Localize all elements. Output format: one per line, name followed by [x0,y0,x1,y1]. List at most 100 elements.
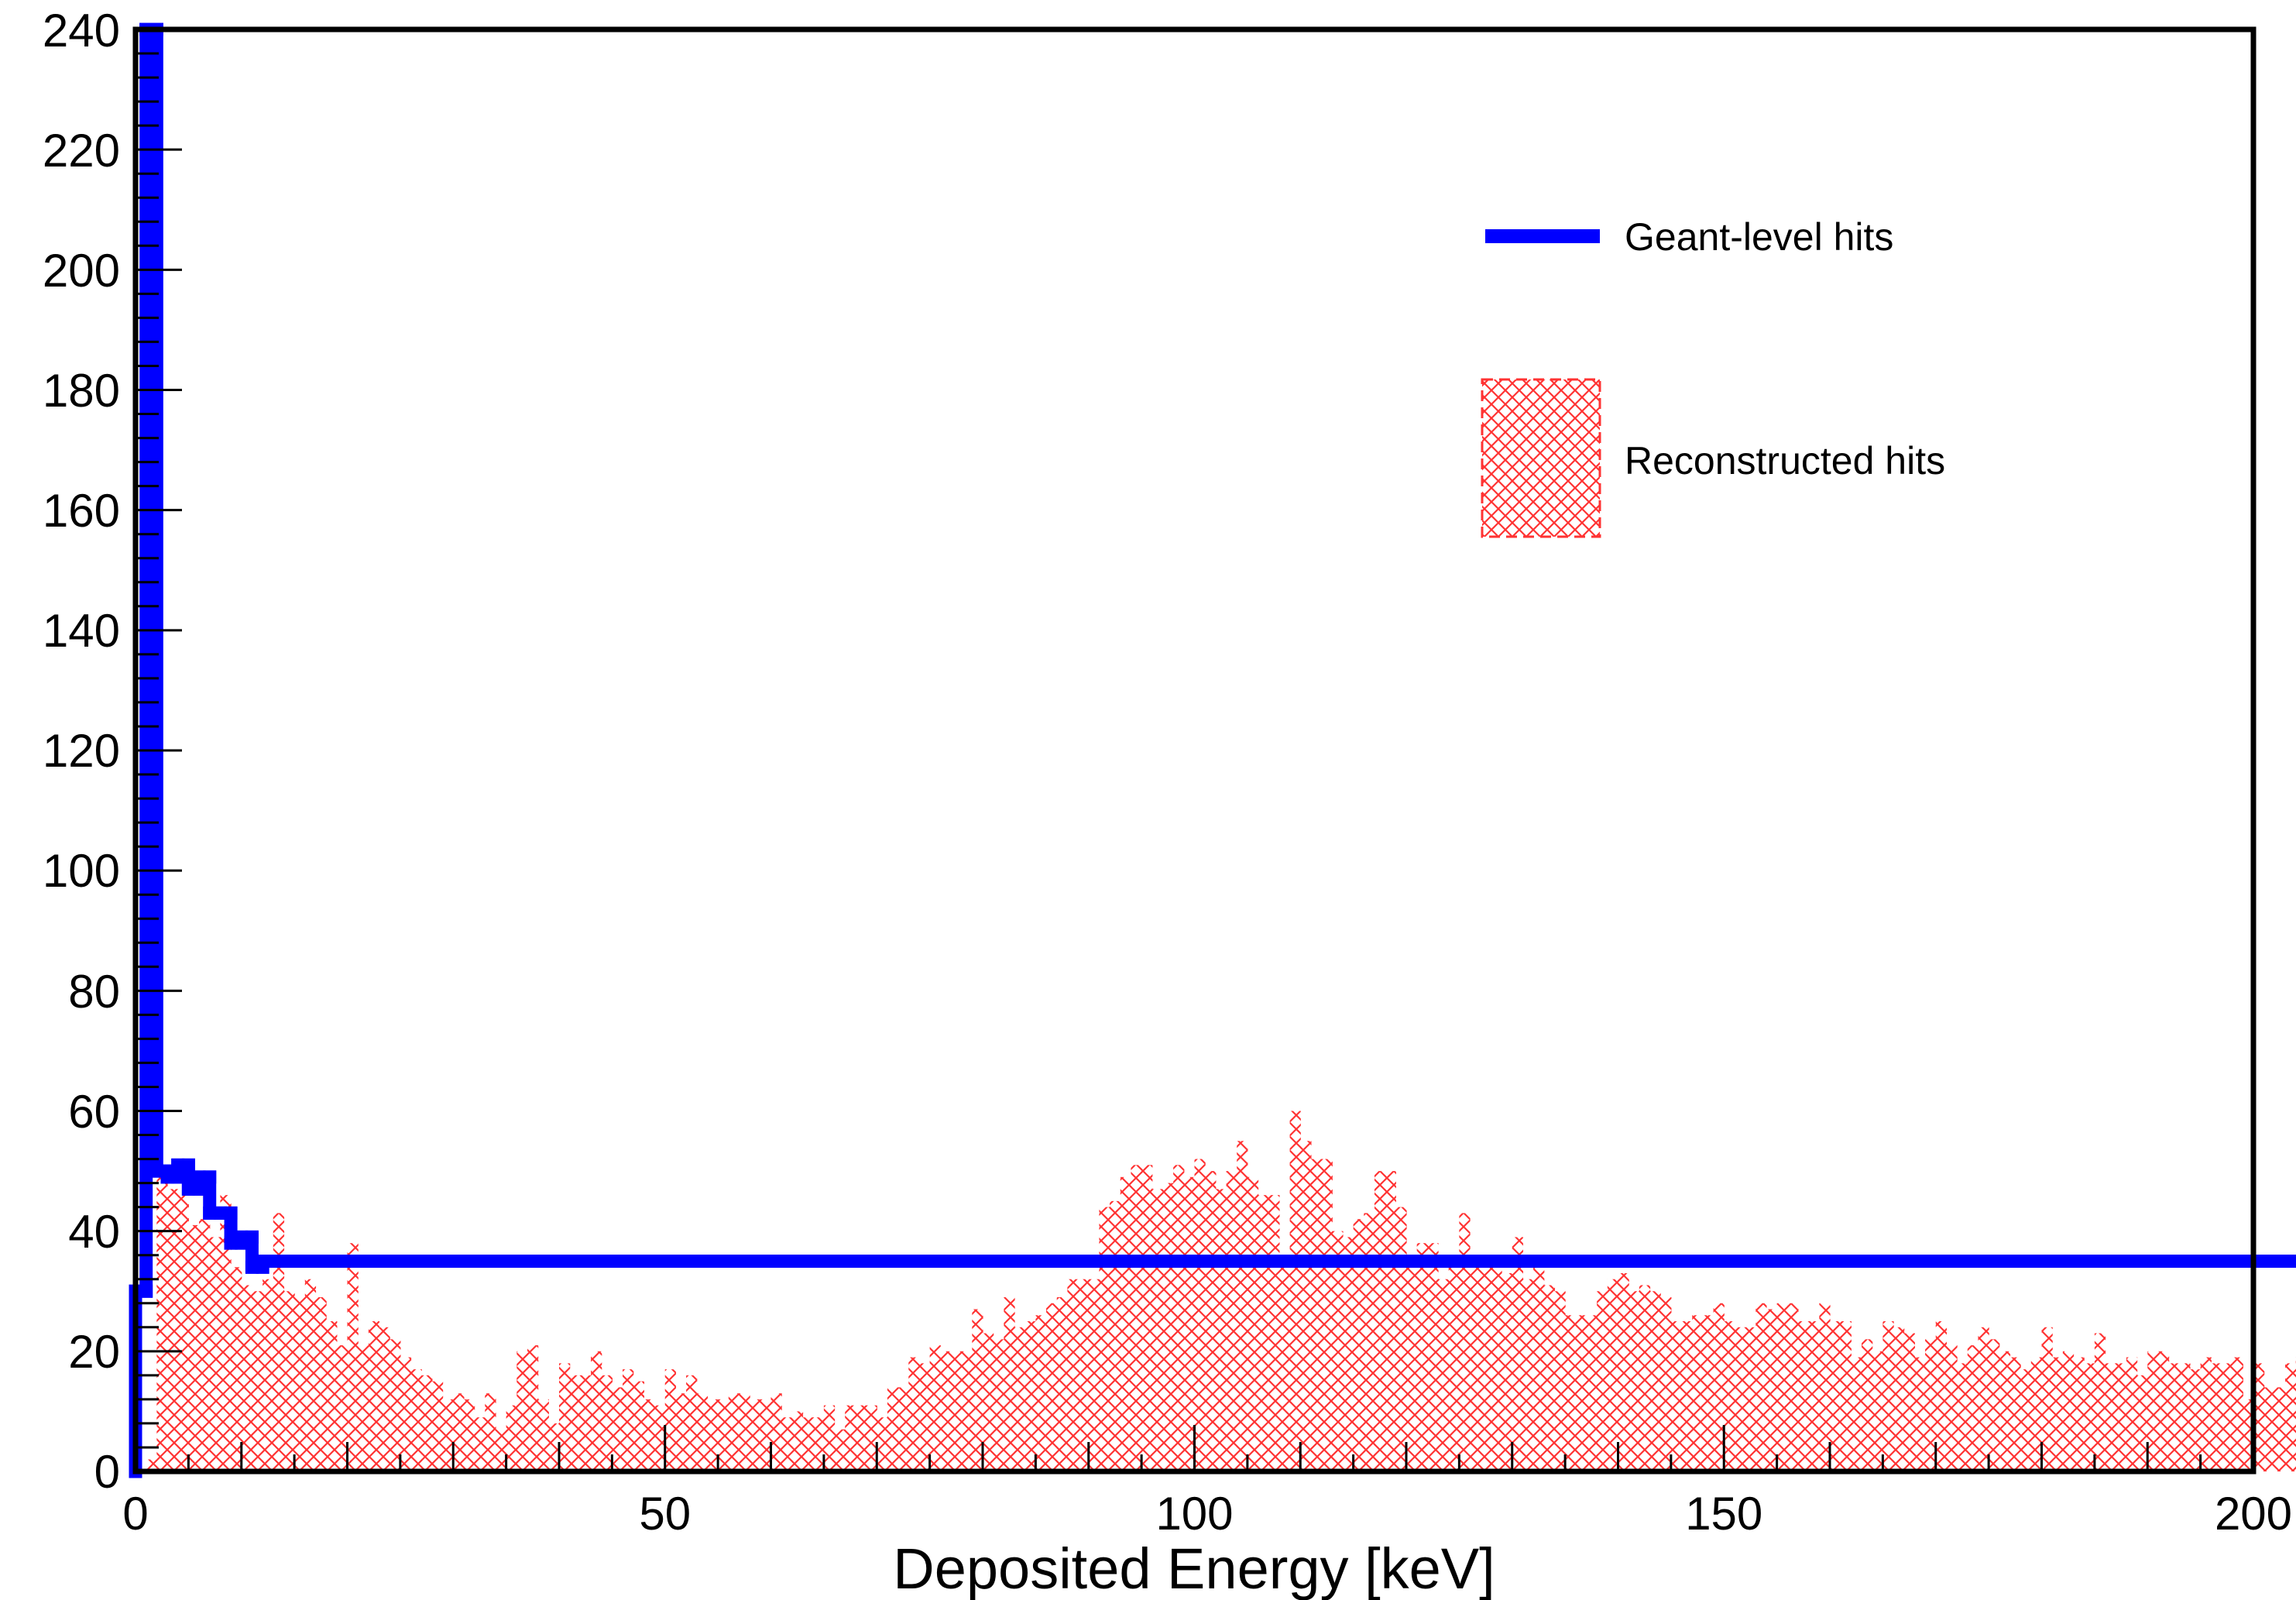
reconstructed-bin-109 [1289,1111,1301,1471]
y-tick-label-140: 140 [43,605,120,657]
reconstructed-bin-150 [1724,1321,1735,1471]
reconstructed-bin-181 [2052,1357,2064,1471]
reconstructed-bin-172 [1957,1363,1968,1471]
reconstructed-bin-145 [1670,1321,1683,1471]
reconstructed-bin-42 [580,1375,592,1471]
reconstructed-bin-118 [1385,1171,1396,1471]
reconstructed-bin-94 [1131,1165,1142,1471]
reconstructed-bin-139 [1607,1279,1619,1471]
reconstructed-bin-140 [1618,1272,1629,1471]
x-axis-ticks [134,1425,2255,1471]
reconstructed-bin-163 [1862,1339,1873,1471]
reconstructed-bin-27 [421,1375,433,1471]
reconstructed-bin-98 [1173,1165,1185,1471]
reconstructed-bin-124 [1448,1267,1460,1471]
reconstructed-bin-59 [760,1399,772,1471]
x-tick-label-150: 150 [1685,1488,1762,1540]
reconstructed-bin-82 [1004,1297,1015,1471]
reconstructed-bin-35 [506,1405,517,1471]
reconstructed-bin-57 [739,1393,750,1471]
reconstructed-bin-131 [1522,1279,1534,1471]
y-tick-label-160: 160 [43,485,120,537]
reconstructed-bin-88 [1067,1279,1079,1471]
reconstructed-bin-169 [1925,1339,1937,1471]
reconstructed-bin-38 [537,1399,549,1471]
reconstructed-bin-72 [897,1387,909,1471]
reconstructed-bin-132 [1533,1267,1545,1471]
reconstructed-bin-83 [1014,1327,1026,1471]
reconstructed-bin-71 [887,1387,899,1471]
y-tick-label-100: 100 [43,845,120,897]
reconstructed-bin-89 [1078,1279,1090,1471]
reconstructed-bin-123 [1438,1279,1450,1471]
reconstructed-bin-34 [495,1429,507,1471]
reconstructed-bin-108 [1278,1255,1291,1471]
reconstructed-bin-173 [1967,1345,1979,1471]
reconstructed-bin-101 [1205,1171,1217,1471]
reconstructed-bin-54 [707,1399,719,1471]
reconstructed-bin-202 [2274,1387,2286,1471]
reconstructed-bin-186 [2105,1363,2116,1471]
reconstructed-bin-138 [1597,1291,1608,1471]
reconstructed-bin-18 [326,1321,338,1471]
reconstructed-bin-192 [2168,1363,2180,1471]
reconstructed-bin-200 [2253,1363,2265,1471]
x-axis-title: Deposited Energy [keV] [893,1536,1495,1600]
reconstructed-bin-134 [1554,1291,1566,1471]
reconstructed-bin-37 [527,1345,539,1471]
reconstructed-bin-81 [993,1339,1004,1471]
reconstructed-bin-29 [442,1399,454,1471]
reconstructed-bin-62 [791,1411,804,1471]
reconstructed-bin-162 [1851,1357,1862,1471]
reconstructed-bin-126 [1470,1255,1481,1471]
reconstructed-bin-130 [1512,1237,1524,1471]
reconstructed-bin-176 [1999,1351,2011,1471]
reconstructed-bin-15 [294,1297,306,1471]
reconstructed-bin-24 [390,1339,401,1471]
reconstructed-bin-99 [1183,1176,1196,1471]
reconstructed-bin-70 [877,1417,888,1471]
reconstructed-bin-25 [400,1357,412,1471]
reconstructed-bin-4 [177,1195,189,1471]
reconstructed-bin-183 [2073,1357,2085,1471]
reconstructed-bin-157 [1797,1321,1810,1471]
reconstructed-bin-19 [336,1345,348,1471]
reconstructed-bin-128 [1491,1261,1502,1471]
legend: Geant-level hits Reconstructed hits [1481,215,1945,538]
reconstructed-bin-102 [1215,1189,1227,1471]
reconstructed-bin-84 [1024,1321,1036,1471]
x-tick-label-0: 0 [122,1488,148,1540]
reconstructed-bin-48 [643,1399,655,1471]
reconstructed-bin-66 [834,1429,846,1471]
y-tick-label-120: 120 [43,725,120,777]
reconstructed-bin-177 [2009,1357,2021,1471]
reconstructed-bin-39 [548,1423,560,1471]
reconstructed-bin-175 [1989,1339,2000,1471]
reconstructed-bin-8 [220,1195,232,1471]
reconstructed-bin-158 [1808,1321,1820,1471]
y-tick-label-80: 80 [68,966,120,1018]
reconstructed-bin-77 [950,1351,963,1471]
reconstructed-bin-198 [2232,1357,2243,1471]
reconstructed-bin-23 [379,1327,390,1471]
reconstructed-bin-184 [2084,1363,2095,1471]
reconstructed-bin-136 [1575,1315,1587,1471]
reconstructed-bin-148 [1702,1315,1714,1471]
reconstructed-bin-116 [1364,1213,1375,1471]
reconstructed-bin-2 [156,1176,168,1471]
reconstructed-bin-7 [209,1237,221,1471]
reconstructed-bin-160 [1830,1321,1841,1471]
reconstructed-bin-187 [2116,1363,2127,1471]
reconstructed-bin-182 [2062,1351,2075,1471]
reconstructed-bin-188 [2126,1357,2138,1471]
reconstructed-bin-68 [855,1405,867,1471]
legend-label-geant: Geant-level hits [1625,215,1893,259]
y-tick-label-20: 20 [68,1326,120,1378]
reconstructed-bin-194 [2189,1369,2202,1471]
reconstructed-bin-127 [1480,1267,1491,1471]
reconstructed-bin-100 [1194,1159,1206,1471]
reconstructed-bin-31 [463,1399,475,1471]
reconstructed-bin-155 [1776,1303,1788,1471]
y-tick-label-200: 200 [43,245,120,297]
reconstructed-bin-22 [368,1321,380,1471]
